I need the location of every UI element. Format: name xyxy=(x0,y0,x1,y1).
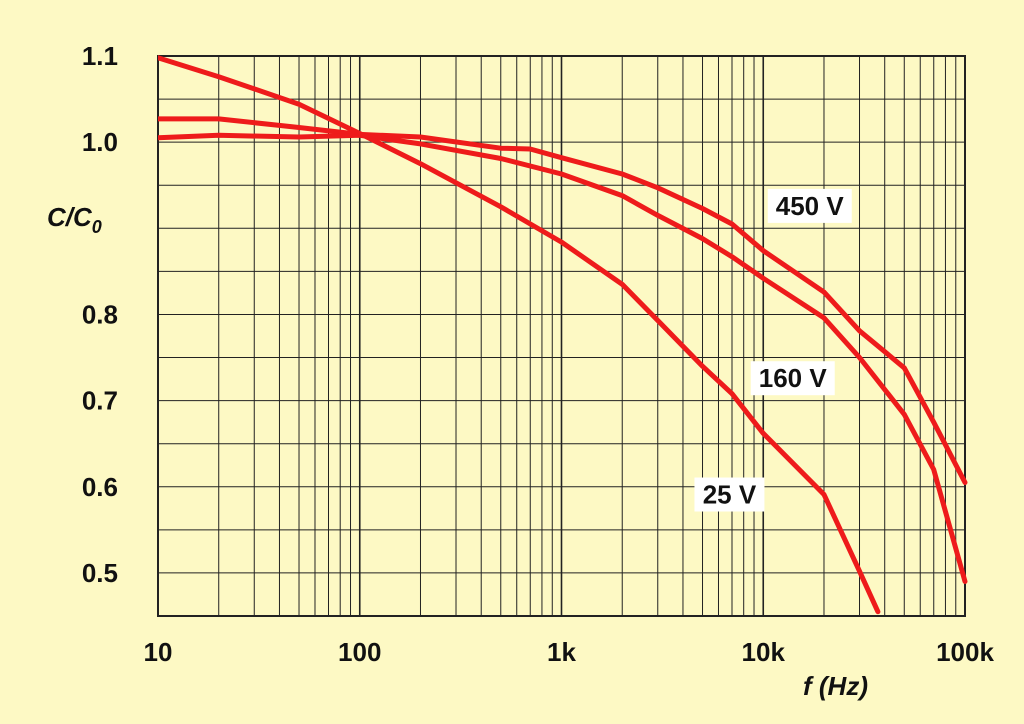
y-tick-label: 0.5 xyxy=(82,558,118,588)
curve-label-box xyxy=(694,477,765,512)
curve-label: 450 V xyxy=(776,191,845,221)
series-line-160v xyxy=(158,132,968,584)
x-tick-label: 1k xyxy=(547,637,576,667)
y-tick-label: 1.0 xyxy=(82,127,118,157)
x-tick-labels: 10 100 1k 10k 100k xyxy=(144,637,995,667)
x-tick-label: 100 xyxy=(338,637,381,667)
series-lines xyxy=(158,55,968,615)
x-axis-label: f (Hz) xyxy=(803,671,868,701)
y-tick-labels: 1.1 1.0 0.8 0.7 0.6 0.5 xyxy=(82,41,118,588)
curve-label: 160 V xyxy=(759,363,828,393)
y-tick-label: 0.7 xyxy=(82,386,118,416)
curve-labels: 450 V 160 V 25 V xyxy=(694,188,852,512)
series-line-25v xyxy=(158,55,881,615)
y-axis-label: C/C0 xyxy=(47,202,102,237)
y-tick-label: 1.1 xyxy=(82,41,118,71)
curve-label-box xyxy=(767,188,852,223)
y-axis-label-main: C/C xyxy=(47,202,93,232)
plot-frame xyxy=(157,55,966,617)
x-tick-label: 10 xyxy=(144,637,173,667)
x-tick-label: 100k xyxy=(936,637,994,667)
x-tick-label: 10k xyxy=(742,637,786,667)
curve-label: 25 V xyxy=(703,480,757,510)
curve-label-box xyxy=(750,361,835,396)
grid xyxy=(158,56,965,616)
y-tick-label: 0.8 xyxy=(82,299,118,329)
y-tick-label: 0.6 xyxy=(82,472,118,502)
y-axis-label-subscript: 0 xyxy=(92,217,102,237)
